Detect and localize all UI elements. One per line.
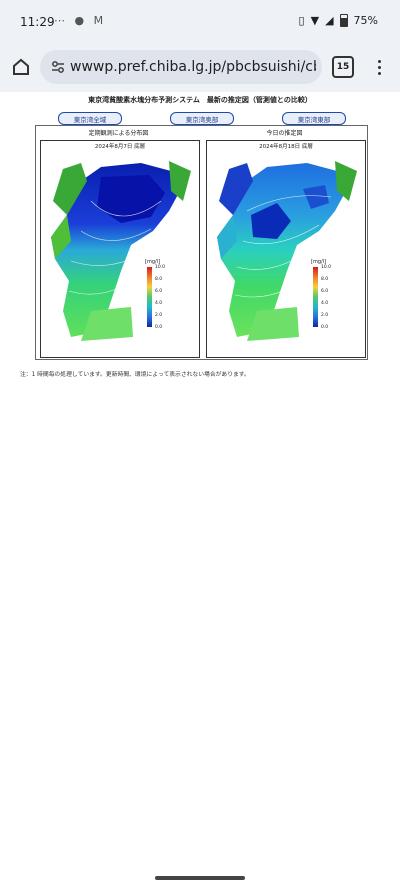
address-bar[interactable]: wwwp.pref.chiba.lg.jp/pbcbsuishi/cbtk/04 — [40, 50, 322, 84]
browser-toolbar: wwwp.pref.chiba.lg.jp/pbcbsuishi/cbtk/04… — [0, 42, 400, 92]
right-legend-tick: 10.0 — [321, 265, 332, 270]
left-legend-tick: 4.0 — [155, 301, 163, 306]
signal-icon: ◢ — [325, 14, 334, 27]
right-legend-tick: 4.0 — [321, 301, 329, 306]
right-map-panel: 2024年8月18日 底層 — [206, 140, 366, 358]
right-map — [217, 161, 357, 341]
vibrate-icon: ▯ — [298, 14, 305, 27]
left-map-date: 2024年8月7日 底層 — [94, 144, 146, 150]
left-map-panel: 2024年8月7日 底層 — [40, 140, 200, 358]
right-legend-tick: 0.0 — [321, 325, 329, 330]
left-panel-header: 定期観測による分布図 — [88, 130, 149, 137]
home-icon — [13, 58, 29, 75]
nav-button-whole-bay[interactable]: 東京湾全域 — [58, 112, 122, 125]
notification-icons: ⋯ ● M — [54, 14, 107, 27]
right-legend-tick: 6.0 — [321, 289, 329, 294]
left-legend-tick: 6.0 — [155, 289, 163, 294]
page-title: 東京湾貧酸素水塊分布予測システム 最新の推定図（管測値との比較） — [88, 96, 312, 104]
left-legend-tick: 8.0 — [155, 277, 163, 282]
status-right: ▯ ▼ ◢ 75% — [299, 14, 378, 27]
left-map — [51, 161, 191, 341]
left-legend-tick: 2.0 — [155, 313, 163, 318]
status-time: 11:29 — [20, 15, 55, 29]
url-text[interactable]: wwwp.pref.chiba.lg.jp/pbcbsuishi/cbtk/04 — [70, 59, 316, 75]
footnote: 注：1 時間毎の処理しています。更新時間、環境によって表示されない場合があります… — [20, 372, 250, 378]
right-legend-unit: [mg/l] — [311, 259, 327, 265]
overflow-menu-button[interactable] — [372, 54, 386, 80]
left-legend-tick: 0.0 — [155, 325, 163, 330]
battery-level: 75% — [353, 14, 378, 27]
status-bar: 11:29 ⋯ ● M ▯ ▼ ◢ 75% — [0, 0, 400, 42]
right-legend-tick: 8.0 — [321, 277, 329, 282]
right-map-date: 2024年8月18日 底層 — [259, 144, 313, 150]
left-legend-bar — [147, 267, 152, 327]
gesture-navigation-bar[interactable] — [155, 876, 245, 880]
left-legend-unit: [mg/l] — [145, 259, 161, 265]
left-legend-tick: 10.0 — [155, 265, 166, 270]
comparison-frame: 定期観測による分布図 今日の推定図 2024年8月7日 底層 — [35, 125, 368, 360]
wifi-icon: ▼ — [310, 14, 320, 27]
home-button[interactable] — [8, 54, 34, 80]
nav-button-inner-bay[interactable]: 東京湾奥部 — [170, 112, 234, 125]
site-settings-icon — [52, 61, 64, 73]
battery-icon — [339, 14, 348, 27]
right-legend-tick: 2.0 — [321, 313, 329, 318]
right-legend-bar — [313, 267, 318, 327]
nav-button-east-bay[interactable]: 東京湾東部 — [282, 112, 346, 125]
tab-switcher-button[interactable]: 15 — [332, 56, 354, 78]
right-panel-header: 今日の推定図 — [266, 130, 303, 137]
